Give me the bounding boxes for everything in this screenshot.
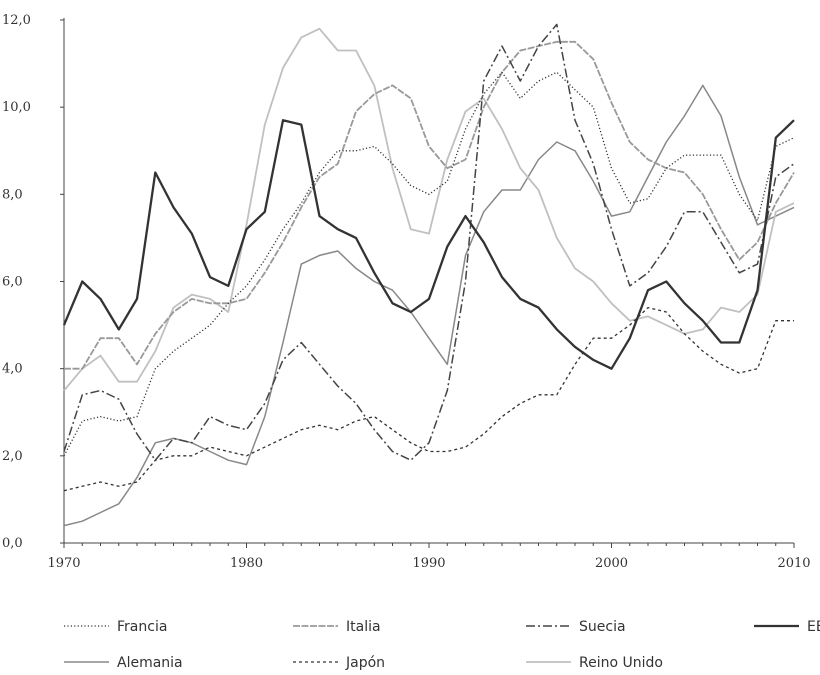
legend-label-suecia: Suecia	[579, 619, 626, 635]
series-line-suecia	[63, 23, 795, 461]
legend-label-japon: Japón	[345, 655, 385, 671]
y-tick-label: 2,0	[2, 449, 23, 464]
series-line-francia	[63, 71, 795, 457]
x-tick-label: 1980	[230, 556, 263, 571]
legend-label-francia: Francia	[117, 619, 167, 635]
x-tick-label: 2000	[595, 556, 628, 571]
series-line-japon	[63, 306, 794, 492]
x-tick-label: 1990	[412, 556, 445, 571]
x-tick-label: 1970	[47, 556, 80, 571]
axes: 0,0 2,0 4,0 6,0 8,0 10,0 12,0 1970 1980 1990 2000 2…	[2, 13, 811, 571]
legend-label-alemania: Alemania	[117, 655, 183, 671]
y-tick-label: 0,0	[2, 536, 23, 551]
series-layer	[62, 23, 795, 527]
series-line-reino-unido	[63, 27, 795, 392]
y-tick-label: 12,0	[2, 13, 31, 28]
series-line-eeuu	[62, 119, 795, 370]
legend-label-italia: Italia	[346, 619, 381, 635]
y-tick-label: 4,0	[2, 362, 23, 377]
series-line-italia	[64, 40, 795, 370]
legend: Francia Italia Suecia EEUU Alemania Japón Rein…	[64, 619, 820, 671]
series-line-alemania	[63, 84, 795, 527]
y-tick-label: 6,0	[2, 275, 23, 290]
legend-label-eeuu: EEUU	[807, 619, 820, 635]
legend-label-reino-unido: Reino Unido	[579, 655, 663, 671]
y-tick-label: 10,0	[2, 100, 31, 115]
x-tick-label: 2010	[777, 556, 810, 571]
y-tick-label: 8,0	[2, 187, 23, 202]
